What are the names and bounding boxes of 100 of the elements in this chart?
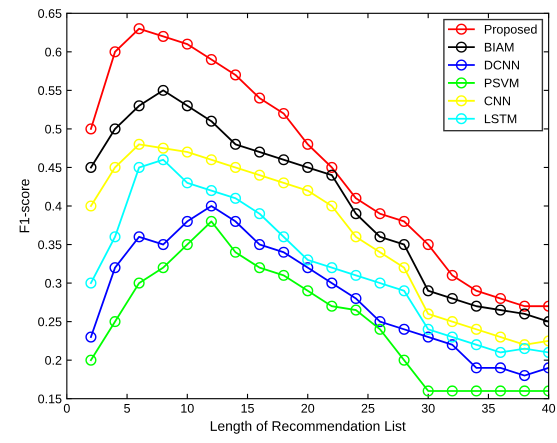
point bbox=[85, 200, 96, 212]
point bbox=[182, 177, 193, 188]
point bbox=[494, 362, 506, 374]
point bbox=[206, 154, 217, 166]
x-tick-label: 35 bbox=[482, 404, 495, 413]
x-tick-label: 40 bbox=[542, 404, 556, 413]
point bbox=[350, 192, 362, 204]
point bbox=[422, 308, 434, 320]
point bbox=[302, 285, 314, 296]
point bbox=[326, 170, 338, 181]
point bbox=[158, 238, 169, 250]
point bbox=[470, 324, 482, 335]
point bbox=[134, 138, 145, 150]
point bbox=[206, 116, 217, 127]
point bbox=[230, 216, 242, 227]
point bbox=[182, 38, 193, 50]
point bbox=[398, 324, 410, 335]
point bbox=[206, 216, 217, 227]
point bbox=[446, 331, 458, 343]
point bbox=[134, 231, 145, 242]
point bbox=[470, 385, 482, 397]
x-tick-label: 15 bbox=[242, 404, 254, 413]
point bbox=[182, 100, 193, 112]
point bbox=[158, 154, 169, 166]
x-tick-label: 20 bbox=[301, 404, 314, 413]
legend-label: DCNN bbox=[484, 60, 519, 70]
point bbox=[422, 285, 434, 296]
y-tick-label: 0.3 bbox=[45, 278, 62, 288]
point bbox=[446, 339, 458, 350]
point bbox=[302, 162, 314, 174]
point bbox=[519, 343, 530, 354]
point bbox=[302, 138, 314, 150]
point bbox=[422, 324, 434, 335]
point bbox=[470, 285, 482, 296]
point bbox=[85, 278, 96, 289]
point bbox=[134, 100, 145, 112]
point bbox=[446, 292, 458, 304]
point bbox=[374, 246, 386, 258]
point bbox=[519, 308, 530, 320]
point bbox=[494, 304, 506, 316]
point bbox=[494, 385, 506, 397]
point bbox=[182, 238, 193, 250]
point bbox=[374, 208, 386, 220]
point bbox=[134, 23, 145, 34]
legend-label: CNN bbox=[484, 96, 510, 106]
legend-label: BIAM bbox=[484, 42, 514, 52]
point bbox=[422, 238, 434, 250]
point bbox=[254, 170, 266, 181]
point bbox=[182, 216, 193, 227]
point bbox=[158, 142, 169, 154]
point bbox=[494, 331, 506, 343]
point bbox=[278, 270, 290, 281]
y-tick-label: 0.15 bbox=[38, 394, 62, 404]
y-tick-label: 0.65 bbox=[38, 9, 62, 18]
point bbox=[182, 146, 193, 158]
point bbox=[230, 162, 242, 174]
point bbox=[254, 238, 266, 250]
point bbox=[326, 200, 338, 212]
x-tick-label: 5 bbox=[124, 404, 130, 413]
point bbox=[134, 278, 145, 289]
point bbox=[278, 108, 290, 120]
point bbox=[109, 123, 121, 134]
point bbox=[350, 292, 362, 304]
point bbox=[85, 162, 96, 174]
point bbox=[85, 123, 96, 134]
point bbox=[350, 231, 362, 242]
point bbox=[302, 254, 314, 266]
y-tick-label: 0.35 bbox=[38, 240, 62, 250]
point bbox=[134, 162, 145, 174]
point bbox=[519, 370, 530, 382]
point bbox=[374, 316, 386, 328]
y-tick-label: 0.25 bbox=[38, 317, 62, 326]
point bbox=[206, 185, 217, 196]
point bbox=[158, 30, 169, 42]
point bbox=[374, 278, 386, 289]
point bbox=[109, 262, 121, 274]
point bbox=[230, 246, 242, 258]
point bbox=[254, 146, 266, 158]
point bbox=[109, 46, 121, 58]
point bbox=[398, 216, 410, 227]
point bbox=[278, 177, 290, 188]
y-tick-label: 0.5 bbox=[45, 124, 62, 134]
point bbox=[109, 316, 121, 328]
point bbox=[350, 208, 362, 220]
point bbox=[398, 238, 410, 250]
point bbox=[398, 262, 410, 274]
point bbox=[206, 54, 217, 66]
point bbox=[109, 231, 121, 242]
point bbox=[254, 92, 266, 104]
legend-label: PSVM bbox=[484, 78, 518, 88]
point bbox=[519, 300, 530, 312]
point bbox=[206, 200, 217, 212]
point bbox=[446, 385, 458, 397]
x-tick-label: 0 bbox=[64, 404, 70, 413]
point bbox=[278, 246, 290, 258]
x-tick-label: 25 bbox=[362, 404, 374, 413]
point bbox=[158, 84, 169, 96]
x-tick-label: 10 bbox=[181, 404, 194, 413]
legend-label: Proposed bbox=[484, 24, 537, 36]
point bbox=[326, 278, 338, 289]
